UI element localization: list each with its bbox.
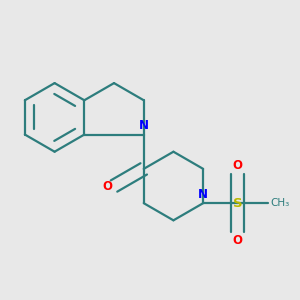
Text: O: O xyxy=(232,234,242,247)
Text: S: S xyxy=(232,197,242,210)
Text: N: N xyxy=(139,119,149,132)
Text: O: O xyxy=(102,179,112,193)
Text: CH₃: CH₃ xyxy=(270,198,290,208)
Text: O: O xyxy=(232,159,242,172)
Text: N: N xyxy=(198,188,208,201)
